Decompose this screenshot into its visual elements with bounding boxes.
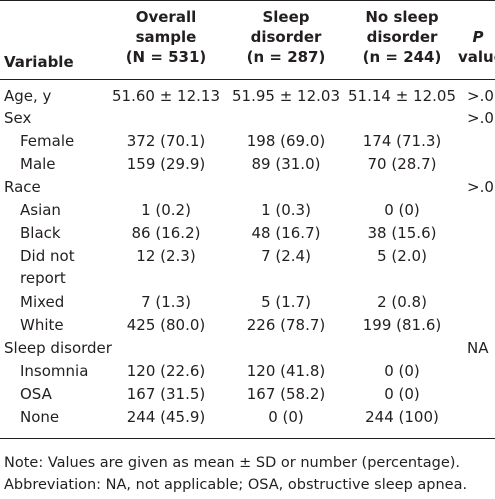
table-row: Insomnia 120 (22.6) 120 (41.8) 0 (0)	[0, 360, 495, 382]
cell-nosleep: 244 (100)	[365, 408, 439, 426]
header-sleep-line1: Sleep	[262, 8, 310, 26]
cell-overall: 120 (22.6)	[126, 362, 206, 380]
header-variable: Variable	[4, 53, 74, 71]
table-row: Race >.05	[0, 176, 495, 198]
row-label: Black	[20, 224, 61, 242]
cell-nosleep: 70 (28.7)	[367, 155, 437, 173]
header-p-value: P value	[458, 27, 495, 67]
table-row: None 244 (45.9) 0 (0) 244 (100)	[0, 406, 495, 428]
table-row: Asian 1 (0.2) 1 (0.3) 0 (0)	[0, 199, 495, 221]
row-label: Sex	[4, 109, 32, 127]
cell-overall: 12 (2.3)	[136, 247, 196, 265]
header-overall-line2: sample	[135, 28, 197, 46]
row-label: Sleep disorder	[4, 339, 112, 357]
cell-overall: 425 (80.0)	[126, 316, 206, 334]
cell-overall: 167 (31.5)	[126, 385, 206, 403]
cell-sleep: 51.95 ± 12.03	[232, 87, 340, 105]
table-bottom-rule	[0, 438, 495, 439]
table-row: White 425 (80.0) 226 (78.7) 199 (81.6)	[0, 314, 495, 336]
header-overall-line1: Overall	[135, 8, 197, 26]
header-overall: Overall sample (N = 531)	[107, 7, 225, 67]
row-label: White	[20, 316, 64, 334]
cell-overall: 1 (0.2)	[141, 201, 191, 219]
row-label: Did not	[20, 247, 75, 265]
table-row: Did not report 12 (2.3) 7 (2.4) 5 (2.0)	[0, 245, 495, 289]
table-row: Sleep disorder NA	[0, 337, 495, 359]
cell-nosleep: 0 (0)	[384, 201, 420, 219]
cell-sleep: 7 (2.4)	[261, 247, 311, 265]
table-row: Sex >.05	[0, 107, 495, 129]
cell-overall: 51.60 ± 12.13	[112, 87, 220, 105]
cell-nosleep: 38 (15.6)	[367, 224, 437, 242]
header-nosleep-line2: disorder	[366, 28, 438, 46]
cell-nosleep: 174 (71.3)	[362, 132, 442, 150]
row-label: Insomnia	[20, 362, 89, 380]
row-label: Age, y	[4, 87, 52, 105]
table-row: OSA 167 (31.5) 167 (58.2) 0 (0)	[0, 383, 495, 405]
row-label: Mixed	[20, 293, 65, 311]
row-label: Female	[20, 132, 75, 150]
cell-p: >.05	[467, 178, 495, 196]
header-overall-line3: (N = 531)	[125, 48, 207, 66]
row-label: Male	[20, 155, 56, 173]
header-sleep-line2: disorder	[250, 28, 322, 46]
header-sleep-line3: (n = 287)	[246, 48, 326, 66]
cell-nosleep: 2 (0.8)	[377, 293, 427, 311]
table-row: Male 159 (29.9) 89 (31.0) 70 (28.7)	[0, 153, 495, 175]
cell-sleep: 120 (41.8)	[246, 362, 326, 380]
table-row: Mixed 7 (1.3) 5 (1.7) 2 (0.8)	[0, 291, 495, 313]
cell-sleep: 1 (0.3)	[261, 201, 311, 219]
cell-p: >.05	[467, 87, 495, 105]
row-label-continued: report	[20, 269, 66, 287]
header-no-sleep-disorder: No sleep disorder (n = 244)	[344, 7, 460, 67]
cell-overall: 159 (29.9)	[126, 155, 206, 173]
row-label: Asian	[20, 201, 61, 219]
row-label: None	[20, 408, 60, 426]
cell-sleep: 5 (1.7)	[261, 293, 311, 311]
cell-nosleep: 5 (2.0)	[377, 247, 427, 265]
row-label: OSA	[20, 385, 52, 403]
cell-sleep: 226 (78.7)	[246, 316, 326, 334]
cell-sleep: 198 (69.0)	[246, 132, 326, 150]
cell-sleep: 167 (58.2)	[246, 385, 326, 403]
header-nosleep-line3: (n = 244)	[362, 48, 442, 66]
table-row: Black 86 (16.2) 48 (16.7) 38 (15.6)	[0, 222, 495, 244]
cell-sleep: 48 (16.7)	[251, 224, 321, 242]
table-row: Female 372 (70.1) 198 (69.0) 174 (71.3)	[0, 130, 495, 152]
header-sleep-disorder: Sleep disorder (n = 287)	[227, 7, 345, 67]
table-abbreviations: Abbreviation: NA, not applicable; OSA, o…	[4, 477, 468, 493]
cell-overall: 244 (45.9)	[126, 408, 206, 426]
cell-overall: 86 (16.2)	[131, 224, 201, 242]
cell-sleep: 89 (31.0)	[251, 155, 321, 173]
cell-sleep: 0 (0)	[268, 408, 304, 426]
cell-nosleep: 51.14 ± 12.05	[348, 87, 456, 105]
cell-nosleep: 199 (81.6)	[362, 316, 442, 334]
header-nosleep-line1: No sleep	[365, 8, 439, 26]
header-p-line1: P	[472, 28, 484, 46]
cell-overall: 372 (70.1)	[126, 132, 206, 150]
table-header: Variable Overall sample (N = 531) Sleep …	[0, 0, 495, 80]
header-p-line2: value	[458, 48, 495, 66]
cell-p: >.05	[467, 109, 495, 127]
cell-nosleep: 0 (0)	[384, 385, 420, 403]
table-row: Age, y 51.60 ± 12.13 51.95 ± 12.03 51.14…	[0, 85, 495, 107]
table-note: Note: Values are given as mean ± SD or n…	[4, 455, 461, 471]
row-label: Race	[4, 178, 41, 196]
cell-nosleep: 0 (0)	[384, 362, 420, 380]
cell-overall: 7 (1.3)	[141, 293, 191, 311]
cell-p: NA	[467, 339, 489, 357]
